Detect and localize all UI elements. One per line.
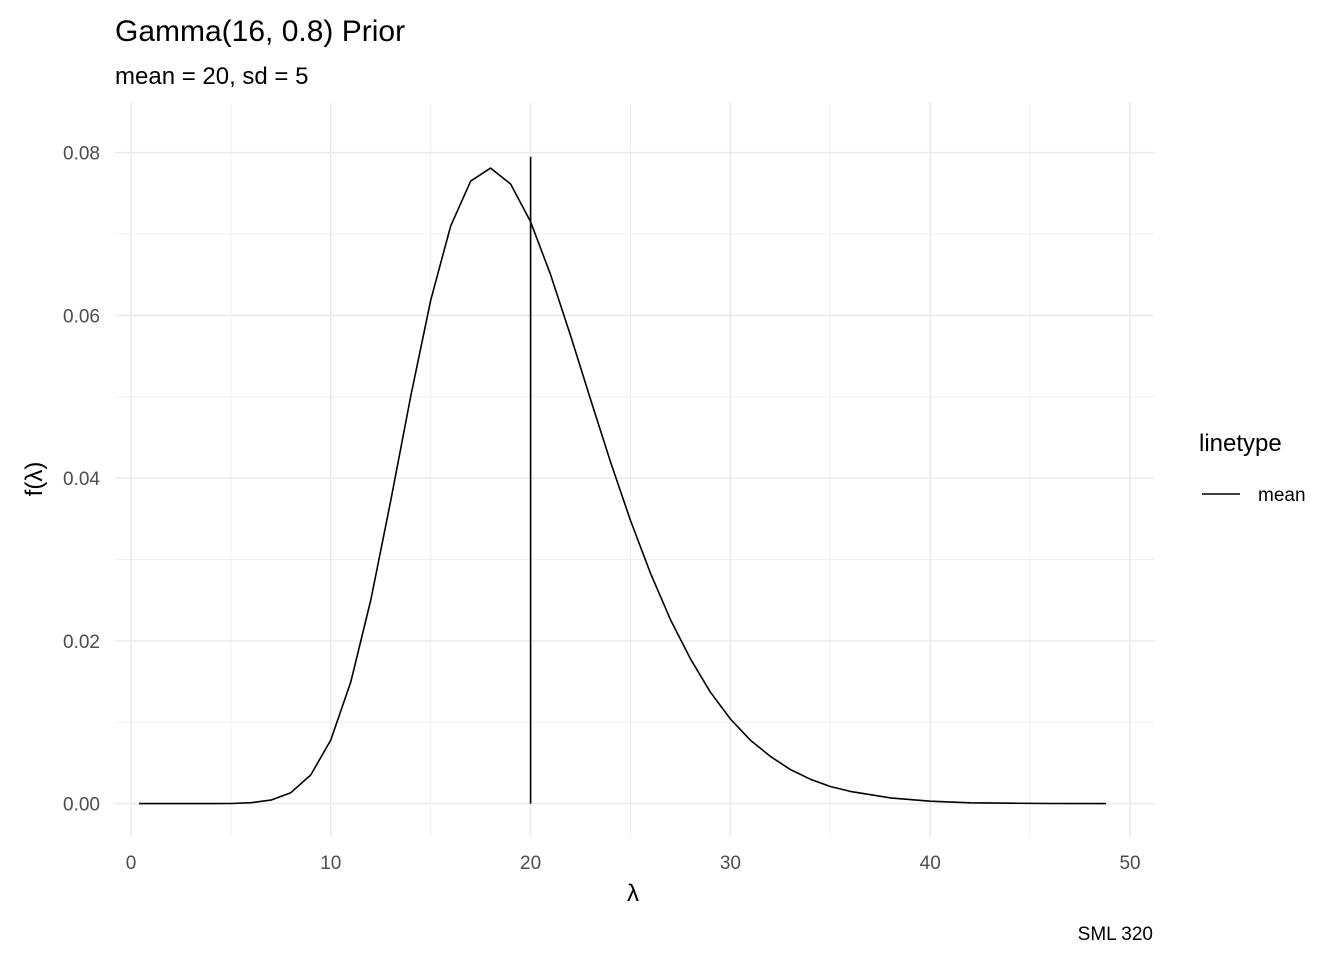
axis-layer: 0 10 20 30 40 50 0.00 0.02 0.04 0.06 0.08 (63, 144, 1141, 874)
data-layer (139, 156, 1107, 805)
chart-caption: SML 320 (1078, 924, 1153, 945)
legend-title: linetype (1199, 430, 1282, 457)
density-curve (139, 167, 1107, 805)
chart-title: Gamma(16, 0.8) Prior (115, 15, 405, 48)
x-axis-title: λ (627, 880, 639, 907)
y-axis-title: f(λ) (21, 462, 48, 497)
y-tick-label: 0.08 (63, 144, 100, 165)
x-tick-label: 20 (520, 853, 541, 874)
y-tick-label: 0.06 (63, 306, 100, 327)
x-tick-label: 10 (320, 853, 341, 874)
y-tick-label: 0.02 (63, 632, 100, 653)
x-tick-label: 40 (920, 853, 941, 874)
grid-layer (115, 103, 1154, 837)
legend-label-mean: mean (1258, 485, 1306, 506)
y-tick-label: 0.04 (63, 469, 100, 490)
x-tick-label: 0 (126, 853, 137, 874)
y-tick-label: 0.00 (63, 795, 100, 816)
x-tick-label: 50 (1119, 853, 1140, 874)
x-tick-label: 30 (720, 853, 741, 874)
legend: linetype mean (1199, 430, 1306, 506)
chart-subtitle: mean = 20, sd = 5 (115, 63, 308, 90)
